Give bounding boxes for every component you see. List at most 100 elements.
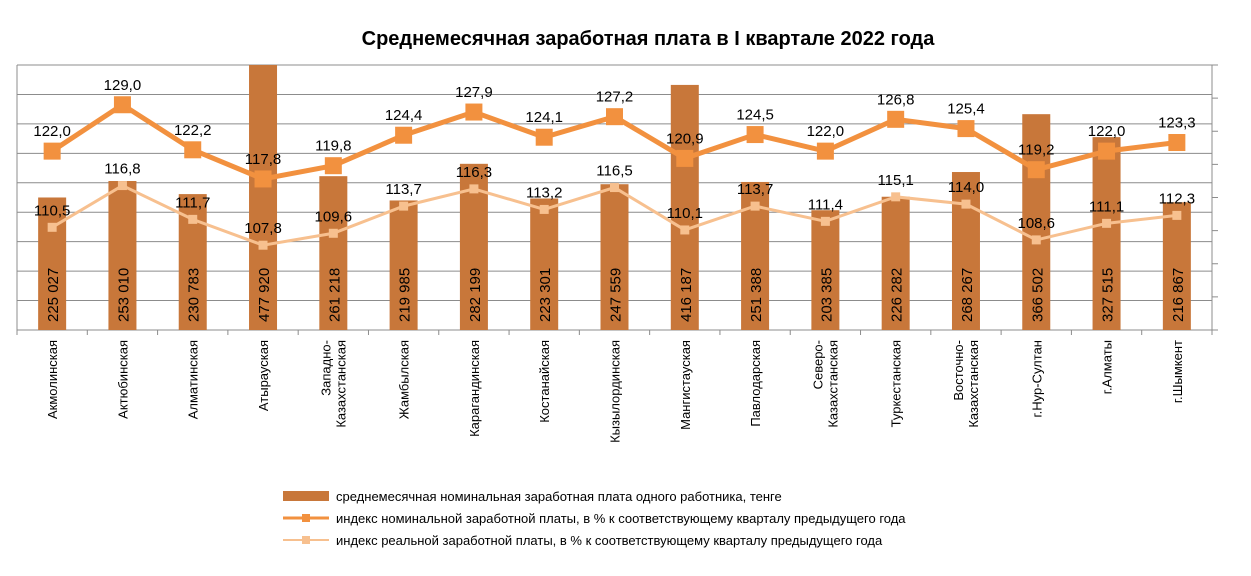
category-label: Алматинская	[186, 340, 201, 419]
bar-value-label: 416 187	[678, 268, 695, 322]
bar-value-label: 216 867	[1170, 268, 1187, 322]
line-value-label: 116,5	[596, 163, 632, 180]
bar	[38, 197, 67, 330]
bar-value-label: 253 010	[115, 268, 132, 322]
line-value-label: 111,7	[175, 194, 210, 211]
bar	[1022, 114, 1051, 330]
category-label: г.Шымкент	[1170, 340, 1185, 403]
data-labels: 225 027 253 010 230 783 477 920 261 218 219 9…	[33, 77, 1195, 322]
category-label: Северо-	[810, 340, 825, 389]
bar	[108, 181, 137, 330]
line-value-label: 127,2	[596, 89, 634, 106]
line-value-label: 119,8	[315, 138, 351, 155]
line-value-label: 109,6	[315, 208, 353, 225]
bar	[389, 200, 418, 330]
line-value-label: 124,5	[736, 107, 774, 124]
category-label: Казахстанская	[333, 340, 348, 428]
line-marker	[328, 228, 338, 238]
line-marker	[1031, 235, 1041, 245]
line-value-label: 110,1	[667, 205, 703, 222]
line-value-label: 113,2	[526, 184, 562, 201]
bar-value-label: 225 027	[45, 268, 62, 322]
category-label: Костанайская	[537, 340, 552, 423]
category-label: г.Нур-Султан	[1029, 340, 1044, 417]
line-value-label: 113,7	[385, 181, 421, 198]
line-marker	[957, 120, 975, 138]
line-marker	[891, 192, 901, 202]
line-marker	[816, 142, 834, 160]
line-marker	[1027, 161, 1045, 179]
line-value-label: 122,0	[807, 123, 845, 140]
bar-value-label: 282 199	[467, 268, 484, 322]
category-label: Жамбылская	[397, 340, 412, 419]
category-label: Кызылординская	[608, 340, 623, 443]
bar-value-label: 366 502	[1029, 268, 1046, 322]
line-marker	[254, 170, 272, 188]
line-marker	[43, 142, 61, 160]
line-value-label: 123,3	[1158, 115, 1196, 132]
line-value-label: 117,8	[245, 151, 281, 168]
line-marker	[184, 141, 202, 159]
category-label: г.Алматы	[1100, 340, 1115, 394]
line-marker	[535, 128, 553, 146]
line-marker	[1098, 142, 1116, 160]
legend-bar-swatch	[283, 491, 329, 501]
line-value-label: 107,8	[244, 220, 282, 237]
line-value-label: 115,1	[877, 172, 913, 189]
bar-value-label: 268 267	[959, 268, 976, 322]
line-marker	[746, 126, 764, 144]
bar	[811, 210, 840, 330]
line-marker	[1172, 210, 1182, 220]
bar	[951, 172, 980, 330]
line-marker	[961, 199, 971, 209]
bar-value-label: 219 985	[397, 268, 414, 322]
line-marker	[258, 240, 268, 250]
category-label: Западно-	[318, 340, 333, 396]
line-value-label: 127,9	[455, 84, 493, 101]
line-value-label: 113,7	[737, 181, 773, 198]
line-value-label: 116,3	[456, 164, 492, 181]
line-value-label: 124,4	[385, 107, 423, 124]
bar	[600, 184, 629, 330]
line-value-label: 112,3	[1159, 190, 1195, 207]
line-marker	[395, 126, 413, 144]
category-label: Карагандинская	[467, 340, 482, 437]
line-value-label: 126,8	[877, 91, 915, 108]
line-marker	[117, 181, 127, 191]
category-label: Актюбинская	[115, 340, 130, 419]
bar-value-label: 230 783	[186, 268, 203, 322]
line-value-label: 122,0	[1088, 123, 1126, 140]
line-value-label: 125,4	[947, 101, 985, 118]
line-marker	[469, 184, 479, 194]
line-value-label: 122,2	[174, 122, 212, 139]
bar	[249, 65, 278, 330]
line-marker	[820, 216, 830, 226]
line-marker	[113, 96, 131, 114]
x-axis-labels: Акмолинская Актюбинская Алматинская Атыраус…	[45, 340, 1185, 443]
bar	[670, 84, 699, 330]
line-marker	[610, 183, 619, 193]
line-value-label: 111,1	[1089, 198, 1124, 215]
line-marker	[1102, 218, 1112, 228]
line-value-label: 114,0	[948, 179, 984, 196]
category-label: Мангистауская	[678, 340, 693, 430]
bar-value-label: 223 301	[537, 268, 554, 322]
line-series	[43, 96, 1186, 250]
chart-title: Среднемесячная заработная плата в I квар…	[362, 28, 936, 50]
line-value-label: 124,1	[525, 109, 563, 126]
bar-value-label: 261 218	[326, 268, 343, 322]
line-value-label: 120,9	[666, 130, 704, 147]
legend-marker	[302, 536, 310, 544]
line-value-label: 108,6	[1017, 215, 1055, 232]
bar	[1092, 137, 1121, 330]
line-marker	[324, 157, 342, 175]
line-marker	[676, 149, 694, 167]
line-marker	[680, 225, 690, 235]
bar-value-label: 477 920	[256, 268, 273, 322]
category-label: Туркестанская	[889, 340, 904, 427]
category-label: Казахстанская	[825, 340, 840, 428]
category-label: Восточно-	[951, 340, 966, 401]
line-marker	[887, 110, 905, 128]
legend-marker	[302, 514, 310, 522]
